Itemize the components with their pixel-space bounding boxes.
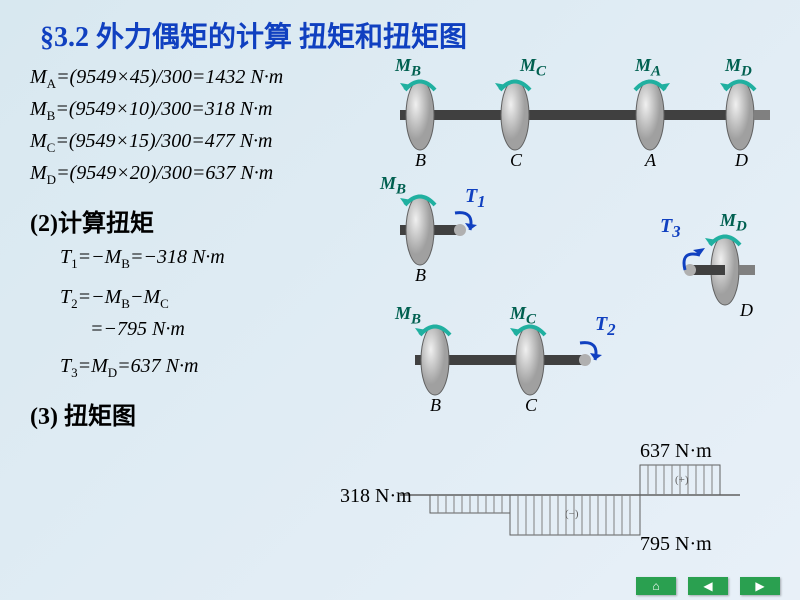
minus-sign: (−) <box>565 508 579 520</box>
nav-prev-button[interactable]: ◀ <box>688 577 728 595</box>
value-637: 637 N·m <box>640 440 712 463</box>
label-md-2: MD <box>720 210 747 236</box>
label-b-2: B <box>415 265 426 286</box>
label-t1: T1 <box>465 185 486 212</box>
label-d-2: D <box>740 300 753 321</box>
eq-t2a: T2=−MB−MC <box>30 286 370 312</box>
torque-diagram: (+) (−) 318 N·m 637 N·m 795 N·m <box>340 455 780 565</box>
label-d-1: D <box>735 150 748 171</box>
label-md-1: MD <box>725 55 752 81</box>
nav-next-button[interactable]: ▶ <box>740 577 780 595</box>
label-ma-1: MA <box>635 55 661 81</box>
label-mc-1: MC <box>520 55 546 81</box>
equations-column: MA=(9549×45)/300=1432 N·m MB=(9549×10)/3… <box>30 60 370 439</box>
label-t3: T3 <box>660 215 681 242</box>
eq-mb: MB=(9549×10)/300=318 N·m <box>30 98 370 124</box>
eq-t3: T3=MD=637 N·m <box>30 355 370 381</box>
eq-md: MD=(9549×20)/300=637 N·m <box>30 162 370 188</box>
nav-home-button[interactable]: ⌂ <box>636 577 676 595</box>
value-318: 318 N·m <box>340 485 412 508</box>
label-b-3: B <box>430 395 441 416</box>
eq-mc: MC=(9549×15)/300=477 N·m <box>30 130 370 156</box>
label-a-1: A <box>645 150 656 171</box>
label-mb-1: MB <box>395 55 421 81</box>
section-3-heading: (3) 扭矩图 <box>30 396 370 431</box>
label-mb-3: MB <box>395 303 421 329</box>
plus-sign: (+) <box>675 474 689 486</box>
value-795: 795 N·m <box>640 533 712 556</box>
shaft-diagrams: MB MC MA MD B C A D MB T1 B T3 MD D MB M… <box>370 55 790 485</box>
section-2-heading: (2)计算扭矩 <box>30 203 370 238</box>
nav-buttons: ⌂ ◀ ▶ <box>628 577 780 595</box>
label-b-1: B <box>415 150 426 171</box>
label-mc-3: MC <box>510 303 536 329</box>
label-t2: T2 <box>595 313 616 340</box>
eq-t2b: =−795 N·m <box>30 318 370 341</box>
torque-diagram-svg: (+) (−) <box>340 455 780 565</box>
label-c-3: C <box>525 395 537 416</box>
eq-t1: T1=−MB=−318 N·m <box>30 246 370 272</box>
page-title: §3.2 外力偶矩的计算 扭矩和扭矩图 <box>0 0 800 55</box>
label-c-1: C <box>510 150 522 171</box>
label-mb-2: MB <box>380 173 406 199</box>
eq-ma: MA=(9549×45)/300=1432 N·m <box>30 66 370 92</box>
